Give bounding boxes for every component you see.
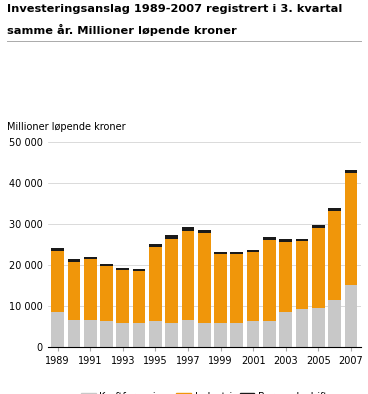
Bar: [198, 230, 210, 233]
Bar: [214, 254, 227, 323]
Text: Investeringsanslag 1989-2007 registrert i 3. kvartal: Investeringsanslag 1989-2007 registrert …: [7, 4, 343, 14]
Bar: [312, 308, 325, 347]
Bar: [247, 253, 259, 322]
Bar: [51, 312, 64, 347]
Bar: [344, 173, 357, 285]
Bar: [344, 170, 357, 173]
Bar: [296, 309, 308, 347]
Bar: [247, 322, 259, 347]
Bar: [133, 269, 145, 271]
Bar: [230, 252, 243, 254]
Bar: [328, 299, 341, 347]
Bar: [100, 264, 113, 266]
Bar: [312, 225, 325, 228]
Bar: [181, 320, 194, 347]
Bar: [263, 322, 276, 347]
Bar: [149, 244, 162, 247]
Bar: [149, 322, 162, 347]
Bar: [214, 252, 227, 254]
Bar: [84, 320, 96, 347]
Bar: [149, 247, 162, 322]
Bar: [263, 240, 276, 322]
Bar: [133, 271, 145, 323]
Legend: Kraftforsyning, Industri, Bergverksdrift: Kraftforsyning, Industri, Bergverksdrift: [77, 388, 331, 394]
Bar: [263, 237, 276, 240]
Bar: [68, 259, 80, 262]
Bar: [51, 248, 64, 251]
Bar: [279, 312, 292, 347]
Text: samme år. Millioner løpende kroner: samme år. Millioner løpende kroner: [7, 24, 237, 36]
Bar: [296, 242, 308, 309]
Bar: [68, 262, 80, 320]
Bar: [344, 285, 357, 347]
Bar: [116, 268, 129, 270]
Bar: [181, 231, 194, 320]
Bar: [165, 235, 178, 239]
Bar: [328, 208, 341, 211]
Bar: [100, 322, 113, 347]
Bar: [247, 250, 259, 253]
Bar: [198, 233, 210, 323]
Bar: [116, 323, 129, 347]
Bar: [116, 270, 129, 323]
Bar: [100, 266, 113, 322]
Bar: [68, 320, 80, 347]
Bar: [165, 239, 178, 323]
Bar: [279, 242, 292, 312]
Bar: [84, 259, 96, 320]
Bar: [296, 238, 308, 242]
Bar: [133, 323, 145, 347]
Bar: [198, 323, 210, 347]
Bar: [165, 323, 178, 347]
Bar: [230, 323, 243, 347]
Bar: [230, 254, 243, 323]
Bar: [214, 323, 227, 347]
Bar: [279, 240, 292, 242]
Bar: [84, 256, 96, 259]
Bar: [51, 251, 64, 312]
Text: Millioner løpende kroner: Millioner løpende kroner: [7, 122, 126, 132]
Bar: [312, 228, 325, 308]
Bar: [181, 227, 194, 231]
Bar: [328, 211, 341, 299]
